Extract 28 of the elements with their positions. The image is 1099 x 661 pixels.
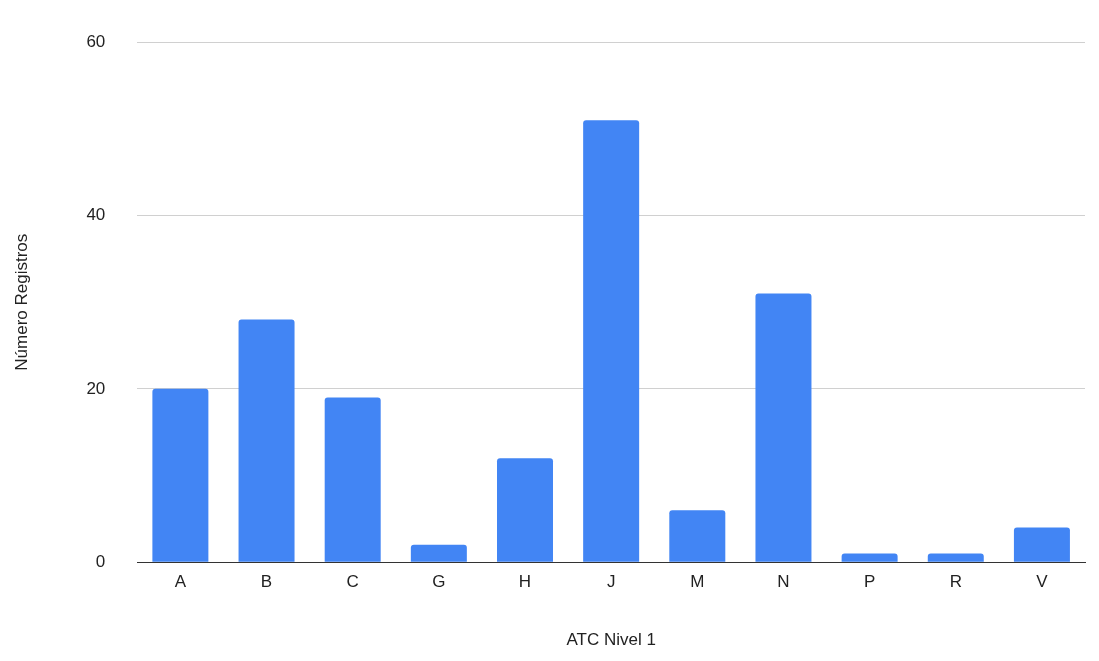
bar <box>583 120 640 562</box>
bar <box>497 458 553 562</box>
bar <box>927 553 984 562</box>
bar <box>238 319 295 562</box>
y-tick-label: 20 <box>86 378 106 398</box>
x-tick-label: N <box>777 572 790 592</box>
x-tick-label: P <box>863 572 876 592</box>
bar <box>1013 527 1070 562</box>
x-tick-label: A <box>174 572 187 592</box>
x-tick-label: C <box>346 572 359 592</box>
bar <box>324 397 381 562</box>
x-tick-label: V <box>1036 572 1049 592</box>
x-tick-label: M <box>690 572 705 592</box>
x-tick-label: J <box>606 572 616 592</box>
x-tick-label: B <box>260 572 273 592</box>
y-tick-label: 40 <box>86 205 106 225</box>
bar <box>410 544 467 562</box>
bar <box>755 293 812 562</box>
x-tick-label: G <box>432 572 446 592</box>
x-tick-label: R <box>949 572 962 592</box>
y-tick-label: 0 <box>95 551 106 571</box>
y-tick-label: 60 <box>86 31 106 51</box>
x-tick-label: H <box>518 572 532 592</box>
bar <box>152 388 209 562</box>
x-axis-title: ATC Nivel 1 <box>566 630 656 650</box>
y-axis-title: Número Registros <box>11 233 31 371</box>
bar <box>841 553 898 562</box>
bar <box>669 510 726 562</box>
